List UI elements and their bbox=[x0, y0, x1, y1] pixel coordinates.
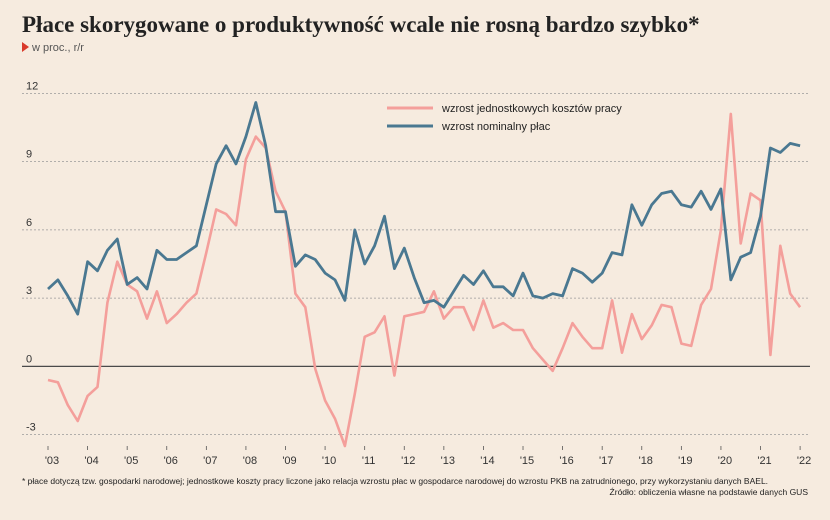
x-tick-label: '07 bbox=[203, 455, 217, 467]
x-tick-label: '06 bbox=[164, 455, 178, 467]
x-tick-label: '14 bbox=[480, 455, 494, 467]
chart-subtitle: w proc., r/r bbox=[22, 42, 84, 54]
x-tick-label: '22 bbox=[797, 455, 811, 467]
y-axis: -3 0 3 6 9 12 bbox=[26, 80, 38, 433]
x-tick-label: '21 bbox=[757, 455, 771, 467]
series-lines bbox=[47, 101, 802, 448]
y-tick-label: -3 bbox=[26, 422, 36, 434]
x-tick-label: '18 bbox=[639, 455, 653, 467]
x-tick-label: '03 bbox=[45, 455, 59, 467]
x-tick-label: '20 bbox=[718, 455, 732, 467]
x-tick-label: '08 bbox=[243, 455, 257, 467]
x-tick-label: '04 bbox=[84, 455, 98, 467]
chart-title: Płace skorygowane o produktywność wcale … bbox=[22, 12, 700, 37]
x-axis: '03 '04 '05 '06 '07 '08 '09 '10 '11 '12 '13 '14 '15 '… bbox=[45, 446, 811, 467]
x-tick-label: '12 bbox=[401, 455, 415, 467]
series-line-nominal-wages bbox=[47, 101, 801, 316]
grid-lines bbox=[22, 92, 810, 436]
x-tick-label: '13 bbox=[441, 455, 455, 467]
x-tick-label: '09 bbox=[282, 455, 296, 467]
y-tick-label: 6 bbox=[26, 217, 32, 229]
subtitle-text: w proc., r/r bbox=[32, 42, 84, 54]
footnote-text: * płace dotyczą tzw. gospodarki narodowe… bbox=[22, 476, 769, 486]
x-tick-label: '16 bbox=[559, 455, 573, 467]
x-tick-label: '15 bbox=[520, 455, 534, 467]
source-text: Źródło: obliczenia własne na podstawie d… bbox=[609, 487, 808, 497]
y-tick-label: 9 bbox=[26, 149, 32, 161]
x-tick-label: '10 bbox=[322, 455, 336, 467]
x-tick-label: '19 bbox=[678, 455, 692, 467]
x-tick-label: '17 bbox=[599, 455, 613, 467]
y-tick-label: 3 bbox=[26, 285, 32, 297]
x-tick-label: '11 bbox=[362, 455, 376, 467]
legend-label-nominal-wages: wzrost nominalny płac bbox=[441, 121, 551, 133]
series-line-unit-labor-costs bbox=[47, 112, 802, 448]
footnote: * płace dotyczą tzw. gospodarki narodowe… bbox=[22, 476, 808, 498]
legend: wzrost jednostkowych kosztów pracy wzrost… bbox=[387, 103, 622, 133]
y-tick-label: 0 bbox=[26, 353, 32, 365]
triangle-marker-icon bbox=[22, 42, 29, 52]
legend-label-unit-labor-costs: wzrost jednostkowych kosztów pracy bbox=[441, 103, 622, 115]
x-tick-label: '05 bbox=[124, 455, 138, 467]
y-tick-label: 12 bbox=[26, 80, 38, 92]
